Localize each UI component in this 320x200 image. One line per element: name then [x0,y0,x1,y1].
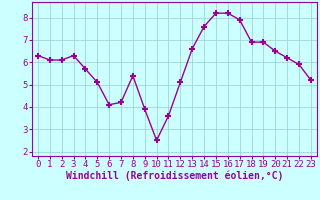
X-axis label: Windchill (Refroidissement éolien,°C): Windchill (Refroidissement éolien,°C) [66,171,283,181]
